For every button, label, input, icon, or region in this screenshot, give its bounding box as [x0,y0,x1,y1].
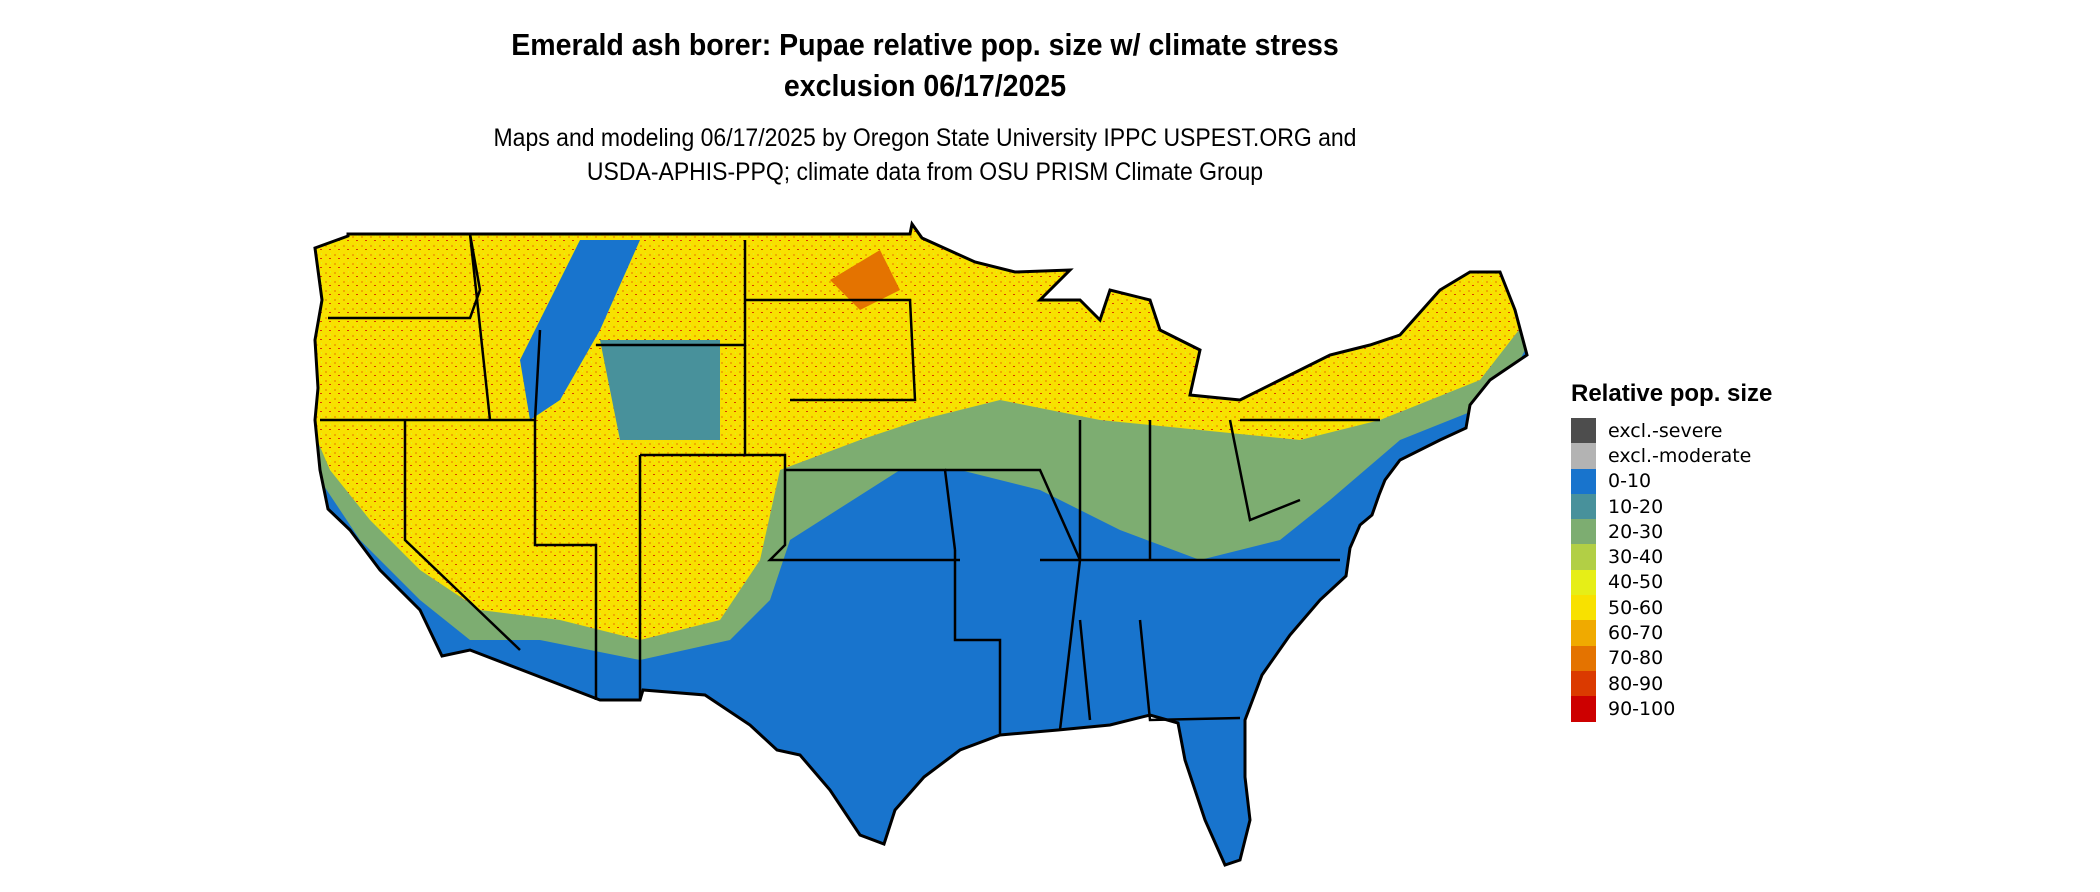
legend-items: excl.-severe excl.-moderate 0-10 10-20 20-30… [1571,418,1772,722]
class-70-80-north-dakota [830,250,900,310]
legend-label: 10-20 [1608,495,1664,518]
legend-swatch [1571,418,1596,444]
legend-label: 20-30 [1608,520,1664,543]
class-10-20-wyoming [600,340,720,440]
legend-swatch [1571,493,1596,520]
legend-swatch [1571,468,1596,494]
legend-item: 50-60 [1571,595,1772,621]
map-title: Emerald ash borer: Pupae relative pop. s… [511,27,1339,62]
legend-item: excl.-severe [1571,418,1772,444]
legend-swatch [1571,696,1596,722]
legend-swatch [1571,519,1596,545]
legend-swatch [1571,670,1596,697]
legend-label: 60-70 [1608,622,1664,645]
legend-item: 80-90 [1571,670,1772,697]
legend-swatch [1571,620,1596,646]
legend-label: 80-90 [1608,672,1664,695]
legend-item: 70-80 [1571,645,1772,671]
legend-item: 0-10 [1571,468,1772,494]
legend-item: 20-30 [1571,519,1772,545]
legend: Relative pop. size excl.-severe excl.-mod… [1571,380,1772,722]
legend-label: 50-60 [1608,596,1664,619]
legend-item: 10-20 [1571,493,1772,520]
legend-label: 40-50 [1608,571,1664,594]
legend-label: 90-100 [1608,697,1676,720]
legend-label: 70-80 [1608,647,1664,670]
legend-swatch [1571,443,1596,469]
legend-item: 90-100 [1571,696,1772,722]
legend-item: 60-70 [1571,620,1772,646]
legend-swatch [1571,569,1596,596]
state-borders [320,233,1380,735]
legend-swatch [1571,595,1596,621]
map-subtitle-line2: USDA-APHIS-PPQ; climate data from OSU PR… [586,158,1264,186]
legend-title: Relative pop. size [1571,380,1773,407]
class-0-10-idaho [520,240,640,420]
legend-label: excl.-severe [1608,419,1723,442]
legend-swatch [1571,544,1596,570]
legend-label: 0-10 [1608,470,1652,493]
map-subtitle: Maps and modeling 06/17/2025 by Oregon S… [493,124,1357,152]
legend-label: 30-40 [1608,546,1664,569]
legend-item: 40-50 [1571,569,1772,596]
legend-item: excl.-moderate [1571,443,1772,469]
map-title-line2: exclusion 06/17/2025 [783,68,1067,103]
legend-swatch [1571,645,1596,671]
legend-label: excl.-moderate [1608,444,1752,467]
legend-item: 30-40 [1571,544,1772,570]
